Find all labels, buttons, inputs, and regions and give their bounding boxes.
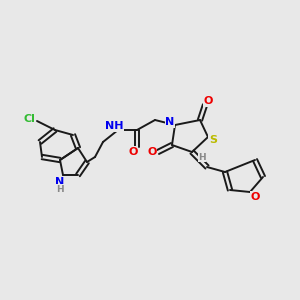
Text: Cl: Cl xyxy=(23,114,35,124)
Text: N: N xyxy=(165,117,175,127)
Text: O: O xyxy=(128,147,138,157)
Text: H: H xyxy=(56,184,64,194)
Text: O: O xyxy=(147,147,157,157)
Text: S: S xyxy=(209,135,217,145)
Text: N: N xyxy=(56,177,64,187)
Text: O: O xyxy=(250,192,260,202)
Text: NH: NH xyxy=(105,121,123,131)
Text: H: H xyxy=(198,152,206,161)
Text: O: O xyxy=(203,96,213,106)
